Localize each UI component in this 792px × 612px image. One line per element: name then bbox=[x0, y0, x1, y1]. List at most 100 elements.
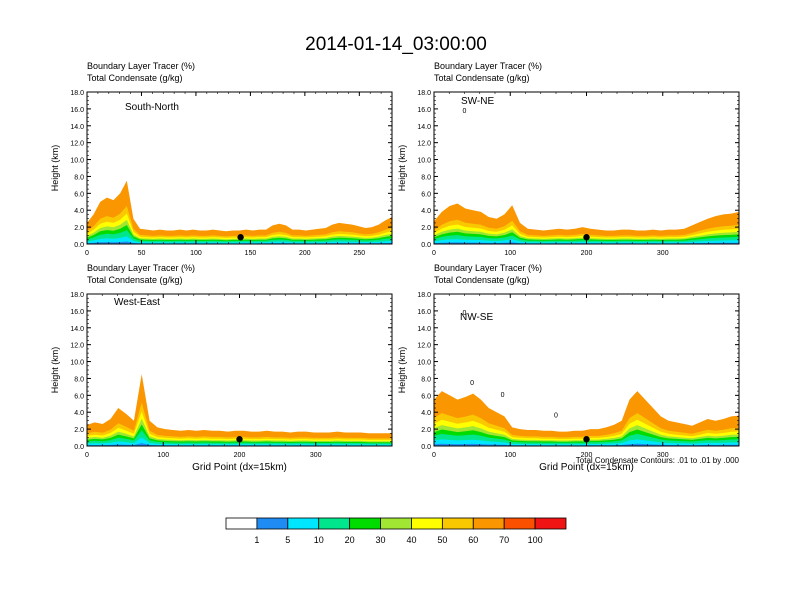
contour-label: 0 bbox=[463, 108, 467, 115]
y-tick-label: 10.0 bbox=[417, 360, 431, 367]
y-tick-label: 16.0 bbox=[417, 107, 431, 114]
x-tick-label: 50 bbox=[138, 250, 146, 257]
y-tick-label: 4.0 bbox=[421, 410, 431, 417]
colorbar-box bbox=[349, 517, 381, 530]
y-tick-label: 8.0 bbox=[421, 174, 431, 181]
x-tick-label: 150 bbox=[245, 250, 257, 257]
x-tick-label: 300 bbox=[657, 452, 669, 459]
colorbar-label: 1 bbox=[254, 535, 259, 545]
y-tick-label: 0.0 bbox=[421, 444, 431, 451]
x-tick-label: 0 bbox=[432, 452, 436, 459]
x-axis-label: Grid Point (dx=15km) bbox=[192, 462, 287, 473]
y-tick-label: 16.0 bbox=[417, 309, 431, 316]
y-tick-label: 16.0 bbox=[70, 107, 84, 114]
panel-header-tracer: Boundary Layer Tracer (%) bbox=[434, 263, 542, 273]
colorbar-label: 40 bbox=[406, 535, 416, 545]
contour-label: 0 bbox=[501, 392, 505, 399]
colorbar-label: 100 bbox=[528, 535, 543, 545]
y-axis-label: Height (km) bbox=[397, 145, 407, 192]
colorbar-box bbox=[380, 517, 412, 530]
figure-title: 2014-01-14_03:00:00 bbox=[305, 34, 487, 55]
colorbar-label: 70 bbox=[499, 535, 509, 545]
panel-header-condensate: Total Condensate (g/kg) bbox=[434, 275, 530, 285]
contour-label: 0 bbox=[463, 310, 467, 317]
colorbar-box bbox=[503, 517, 536, 530]
colorbar: 1 5 10 20 30 40 50 60 70 100 bbox=[225, 517, 567, 545]
y-tick-label: 4.0 bbox=[74, 208, 84, 215]
y-tick-label: 0.0 bbox=[421, 242, 431, 249]
colorbar-label: 60 bbox=[468, 535, 478, 545]
y-tick-label: 18.0 bbox=[417, 90, 431, 97]
y-tick-label: 2.0 bbox=[74, 225, 84, 232]
x-tick-label: 300 bbox=[657, 250, 669, 257]
x-tick-label: 200 bbox=[234, 452, 246, 459]
contour-label: 0 bbox=[470, 380, 474, 387]
y-axis-label: Height (km) bbox=[50, 145, 60, 192]
x-tick-label: 200 bbox=[581, 250, 593, 257]
y-tick-label: 8.0 bbox=[74, 174, 84, 181]
panel-label: SW-NE bbox=[461, 96, 494, 107]
x-tick-label: 200 bbox=[299, 250, 311, 257]
x-tick-label: 250 bbox=[353, 250, 365, 257]
contour-label: 0 bbox=[554, 412, 558, 419]
colorbar-label: 20 bbox=[345, 535, 355, 545]
y-tick-label: 14.0 bbox=[417, 124, 431, 131]
tracer-field bbox=[87, 374, 392, 446]
y-axis-label: Height (km) bbox=[397, 347, 407, 394]
colorbar-box bbox=[287, 517, 320, 530]
y-tick-label: 18.0 bbox=[70, 90, 84, 97]
y-tick-label: 16.0 bbox=[70, 309, 84, 316]
panel-header-tracer: Boundary Layer Tracer (%) bbox=[87, 263, 195, 273]
location-marker bbox=[237, 234, 244, 241]
panel-west-east: Boundary Layer Tracer (%) Total Condensat… bbox=[50, 263, 393, 473]
y-tick-label: 6.0 bbox=[421, 393, 431, 400]
y-tick-label: 12.0 bbox=[417, 141, 431, 148]
y-tick-label: 12.0 bbox=[70, 141, 84, 148]
y-tick-label: 6.0 bbox=[74, 393, 84, 400]
contour-note: Total Condensate Contours: .01 to .01 by… bbox=[576, 456, 740, 465]
y-tick-label: 14.0 bbox=[70, 124, 84, 131]
location-marker bbox=[583, 436, 590, 443]
y-tick-label: 14.0 bbox=[417, 326, 431, 333]
y-tick-label: 6.0 bbox=[74, 191, 84, 198]
y-tick-label: 0.0 bbox=[74, 444, 84, 451]
y-tick-label: 10.0 bbox=[70, 360, 84, 367]
panel-header-condensate: Total Condensate (g/kg) bbox=[434, 73, 530, 83]
x-tick-label: 100 bbox=[504, 452, 516, 459]
y-tick-label: 14.0 bbox=[70, 326, 84, 333]
panel-nw-se: Boundary Layer Tracer (%) Total Condensat… bbox=[397, 263, 740, 473]
colorbar-box bbox=[534, 517, 567, 530]
x-tick-label: 0 bbox=[85, 452, 89, 459]
colorbar-box bbox=[441, 517, 474, 530]
panel-label: NW-SE bbox=[460, 312, 493, 323]
y-tick-label: 10.0 bbox=[417, 158, 431, 165]
panel-header-condensate: Total Condensate (g/kg) bbox=[87, 275, 183, 285]
y-tick-label: 8.0 bbox=[421, 376, 431, 383]
colorbar-box bbox=[411, 517, 443, 530]
y-tick-label: 2.0 bbox=[421, 427, 431, 434]
y-tick-label: 4.0 bbox=[421, 208, 431, 215]
x-tick-label: 100 bbox=[190, 250, 202, 257]
y-tick-label: 2.0 bbox=[74, 427, 84, 434]
colorbar-label: 50 bbox=[437, 535, 447, 545]
y-tick-label: 4.0 bbox=[74, 410, 84, 417]
panel-label: South-North bbox=[125, 102, 179, 113]
colorbar-box bbox=[256, 517, 289, 530]
y-tick-label: 8.0 bbox=[74, 376, 84, 383]
y-tick-label: 6.0 bbox=[421, 191, 431, 198]
panel-header-tracer: Boundary Layer Tracer (%) bbox=[434, 61, 542, 71]
panel-label: West-East bbox=[114, 297, 160, 308]
x-tick-label: 100 bbox=[504, 250, 516, 257]
y-tick-label: 18.0 bbox=[70, 292, 84, 299]
colorbar-box bbox=[318, 517, 351, 530]
y-tick-label: 18.0 bbox=[417, 292, 431, 299]
y-tick-label: 12.0 bbox=[70, 343, 84, 350]
x-tick-label: 200 bbox=[581, 452, 593, 459]
x-tick-label: 0 bbox=[432, 250, 436, 257]
colorbar-label: 10 bbox=[314, 535, 324, 545]
x-axis-label: Grid Point (dx=15km) bbox=[539, 462, 634, 473]
y-tick-label: 2.0 bbox=[421, 225, 431, 232]
y-tick-label: 12.0 bbox=[417, 343, 431, 350]
location-marker bbox=[236, 436, 243, 443]
